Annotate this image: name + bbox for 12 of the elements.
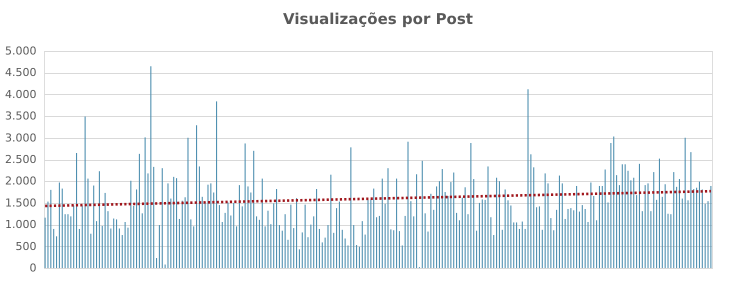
- y-tick-label: 2.500: [5, 153, 36, 166]
- y-tick-label: 4.000: [5, 88, 36, 101]
- y-tick-label: 3.500: [5, 110, 36, 123]
- y-tick-label: 4.500: [5, 66, 36, 80]
- y-tick-label: 1.500: [5, 196, 36, 210]
- y-tick-label: 2.000: [5, 174, 36, 188]
- y-tick-label: 1.000: [5, 218, 36, 232]
- y-tick-label: 500: [16, 240, 36, 253]
- y-tick-label: 0: [30, 262, 36, 274]
- chart-title: Visualizações por Post: [283, 10, 473, 28]
- y-tick-label: 5.000: [5, 44, 36, 58]
- y-tick-label: 3.000: [5, 131, 36, 144]
